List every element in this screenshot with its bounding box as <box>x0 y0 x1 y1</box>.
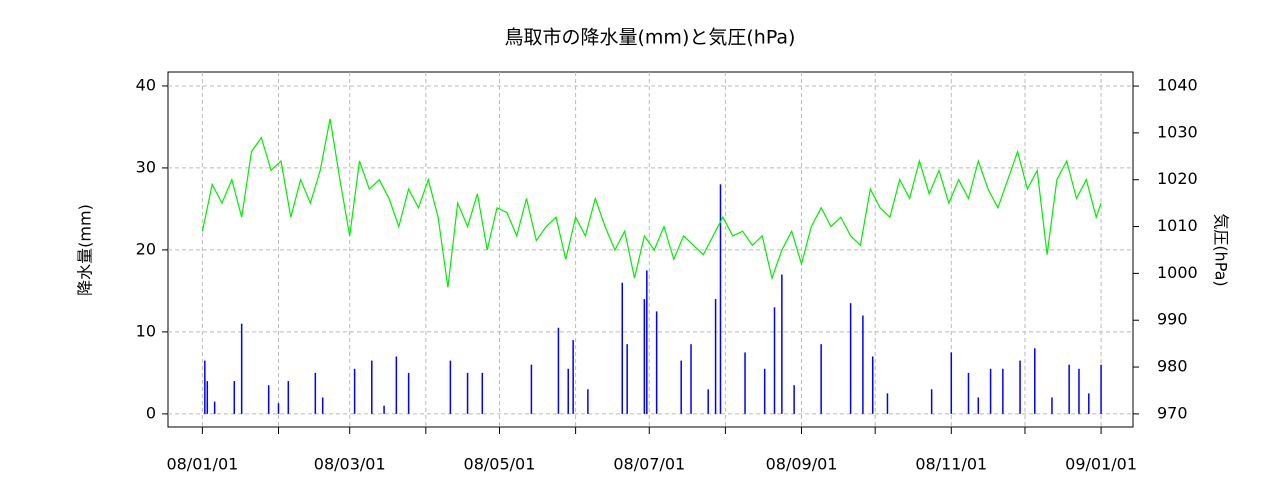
rain-bar <box>820 344 822 414</box>
rain-bar <box>744 352 746 414</box>
y2-axis-label: 気圧(hPa) <box>1212 213 1231 286</box>
y2-tick-label: 1010 <box>1157 216 1198 235</box>
rain-bar <box>371 360 373 414</box>
rain-bar <box>989 368 992 414</box>
rain-bar <box>1019 360 1021 414</box>
rain-bar <box>567 368 569 414</box>
pressure-line <box>201 118 1102 288</box>
rain-bar <box>690 344 692 414</box>
rain-bar <box>626 344 628 414</box>
rain-bar <box>407 372 410 414</box>
rain-bar <box>849 303 852 414</box>
rain-bar <box>1088 393 1090 414</box>
rain-bar <box>793 385 795 414</box>
chart-title: 鳥取市の降水量(mm)と気圧(hPa) <box>505 27 796 49</box>
rain-bar <box>621 282 624 414</box>
rain-bar <box>763 368 766 414</box>
y2-tick-label: 980 <box>1157 357 1188 376</box>
rain-bar <box>886 393 889 414</box>
rain-bar <box>267 385 270 414</box>
y-tick-label: 40 <box>136 75 156 94</box>
rain-bar <box>466 372 469 414</box>
rain-bar <box>646 270 648 414</box>
rain-bar <box>930 389 933 414</box>
rain-bar <box>557 327 560 414</box>
y2-tick-label: 1030 <box>1157 122 1198 141</box>
rain-bar <box>950 352 953 414</box>
x-tick-label: 08/11/01 <box>915 455 987 474</box>
x-tick-label: 08/09/01 <box>766 455 838 474</box>
rain-bar <box>967 372 970 414</box>
rain-bar <box>714 299 717 414</box>
y2-tick-label: 1020 <box>1157 169 1198 188</box>
x-tick-label: 08/01/01 <box>166 455 238 474</box>
x-tick-label: 08/07/01 <box>613 455 685 474</box>
y-axis-label: 降水量(mm) <box>76 204 95 296</box>
rain-bar <box>862 315 864 414</box>
rain-bar <box>395 356 398 414</box>
rain-bar <box>321 397 324 414</box>
rain-bar <box>1034 348 1036 414</box>
rain-bar <box>240 323 243 414</box>
rain-bar <box>204 360 206 414</box>
rain-bar <box>655 311 658 414</box>
rain-bar <box>871 356 874 414</box>
rain-bar <box>572 340 574 414</box>
x-tick-label: 09/01/01 <box>1065 455 1137 474</box>
rain-bar <box>719 184 722 414</box>
y-tick-label: 0 <box>146 403 156 422</box>
rain-bar <box>353 368 356 414</box>
y2-tick-label: 970 <box>1157 403 1188 422</box>
rain-bar <box>287 381 290 414</box>
rain-bar <box>977 397 980 414</box>
y2-tick-label: 1040 <box>1157 76 1198 95</box>
rain-bar <box>781 274 783 414</box>
rain-bar <box>449 360 452 414</box>
y-tick-label: 10 <box>136 321 156 340</box>
rain-bar <box>1051 397 1053 414</box>
rain-bar <box>1078 368 1080 414</box>
y-tick-label: 30 <box>136 157 156 176</box>
rain-bar <box>383 405 385 414</box>
rain-bar <box>233 381 236 414</box>
rain-bar <box>643 299 646 414</box>
rain-bar <box>1002 368 1004 414</box>
y-tick-label: 20 <box>136 239 156 258</box>
rain-bar <box>213 401 216 414</box>
rain-bar <box>707 389 709 414</box>
rain-bar <box>314 372 317 414</box>
rain-bar <box>206 381 209 414</box>
rain-bar <box>481 372 484 414</box>
rain-bar <box>680 360 682 414</box>
rain-bar <box>773 307 776 414</box>
rain-bar <box>1100 364 1102 414</box>
rain-bar <box>277 403 280 414</box>
x-tick-label: 08/05/01 <box>464 455 536 474</box>
rain-bar <box>587 389 589 414</box>
y2-tick-label: 990 <box>1157 310 1188 329</box>
y2-tick-label: 1000 <box>1157 263 1198 282</box>
x-tick-label: 08/03/01 <box>314 455 386 474</box>
rain-bar <box>1068 364 1070 414</box>
rain-bar <box>530 364 533 414</box>
